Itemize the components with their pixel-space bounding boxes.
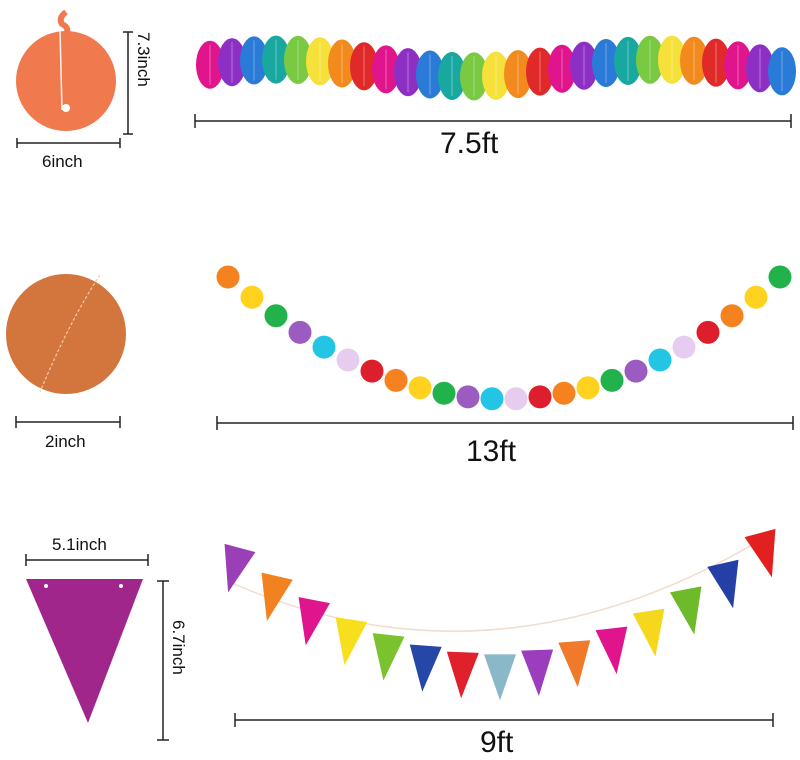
pennant-flag (558, 640, 591, 688)
garland-dot (696, 320, 720, 344)
honeycomb-ball (614, 36, 642, 85)
honeycomb-ball (306, 37, 334, 86)
garland-length-label: 9ft (480, 726, 514, 759)
garland-dot (216, 265, 240, 289)
garland-dot (408, 376, 432, 400)
garland-dot (576, 376, 600, 400)
garland-dot (504, 387, 528, 411)
garland-dot (648, 348, 672, 372)
honeycomb-ball (438, 51, 466, 100)
pennant-flag (669, 586, 702, 635)
honeycomb-ball (702, 38, 730, 87)
pennant-flag (335, 617, 368, 666)
pennant-flag (298, 597, 331, 646)
honeycomb-ball (416, 50, 444, 99)
honeycomb-garland (196, 35, 796, 101)
sample-width-label: 5.1inch (52, 535, 107, 554)
honeycomb-ball (724, 41, 752, 90)
garland-dot (552, 381, 576, 405)
honeycomb-ball (394, 48, 422, 97)
honeycomb-ball (636, 35, 664, 84)
garland-dot (744, 285, 768, 309)
pennant-sample (26, 579, 143, 723)
pennant-flag (409, 644, 442, 692)
pennant-flag (484, 654, 516, 701)
garland-dot (264, 304, 288, 328)
garland-length-label: 7.5ft (440, 127, 499, 160)
pennant-flag (446, 651, 479, 699)
garland-dot (456, 385, 480, 409)
garland-dot (312, 335, 336, 359)
pennant-flag (521, 649, 554, 697)
garland-dot (720, 304, 744, 328)
garland-dot (432, 381, 456, 405)
garland-dot (600, 368, 624, 392)
honeycomb-ball (504, 50, 532, 99)
honeycomb-ball (262, 35, 290, 84)
garland-dot (480, 387, 504, 411)
garland-dot (336, 348, 360, 372)
dot-garland (216, 265, 792, 411)
honeycomb-ball-sample (16, 9, 116, 131)
sample-height-label: 7.3inch (134, 32, 153, 87)
garland-dot (240, 285, 264, 309)
honeycomb-ball (350, 42, 378, 91)
honeycomb-ball (768, 47, 796, 96)
honeycomb-ball (526, 47, 554, 96)
garland-dot (768, 265, 792, 289)
pennant-flag (372, 633, 405, 681)
pennant-flag (632, 608, 665, 657)
honeycomb-ball (746, 44, 774, 93)
garland-dot (672, 335, 696, 359)
honeycomb-ball (328, 39, 356, 88)
pennant-flag (595, 626, 628, 675)
honeycomb-ball (592, 38, 620, 87)
honeycomb-ball (680, 36, 708, 85)
honeycomb-ball (658, 35, 686, 84)
sample-width-label: 6inch (42, 152, 83, 171)
pennant-flag (744, 528, 776, 578)
pennant-flag (261, 572, 293, 622)
garland-length-label: 13ft (466, 435, 517, 468)
garland-dot (624, 359, 648, 383)
honeycomb-ball (570, 41, 598, 90)
honeycomb-ball (196, 40, 224, 89)
honeycomb-ball (482, 51, 510, 100)
honeycomb-ball (218, 38, 246, 87)
pennant-garland (224, 528, 776, 701)
honeycomb-ball (372, 45, 400, 94)
sample-height-label: 6.7inch (169, 620, 188, 675)
garland-dot (384, 368, 408, 392)
honeycomb-ball (240, 36, 268, 85)
garland-dot (360, 359, 384, 383)
honeycomb-ball (460, 52, 488, 101)
honeycomb-ball (548, 44, 576, 93)
sample-width-label: 2inch (45, 432, 86, 451)
garland-dot (288, 320, 312, 344)
pennant-flag (707, 559, 739, 609)
pennant-flag (224, 543, 256, 593)
honeycomb-ball (284, 35, 312, 84)
garland-dot (528, 385, 552, 409)
circle-dot-sample (6, 274, 126, 394)
